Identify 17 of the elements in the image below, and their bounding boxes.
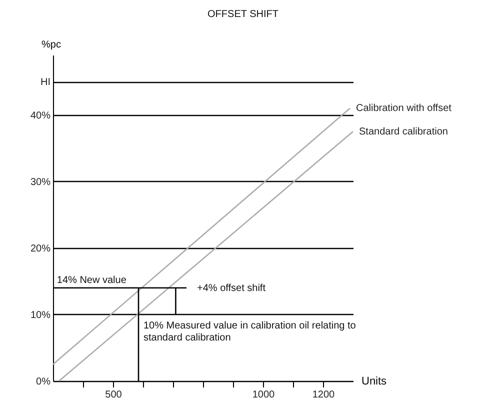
series-label: Standard calibration (359, 126, 448, 138)
y-tick-label: HI (40, 77, 50, 88)
chart-title: OFFSET SHIFT (208, 9, 278, 20)
y-tick-label: 20% (30, 243, 51, 254)
x-tick-label: 1000 (252, 390, 276, 400)
y-tick-label: 10% (30, 310, 51, 321)
x-tick-label: 1200 (312, 390, 336, 400)
annotation: 14% New value (56, 274, 127, 286)
y-tick-label: 40% (30, 110, 51, 122)
y-tick-label: 30% (30, 176, 51, 188)
x-axis-title: Units (362, 376, 388, 388)
x-tick-label: 500 (105, 390, 122, 400)
y-tick-label: 0% (36, 376, 51, 388)
annotation: 10% Measured value in calibration oil relating to standard calibration (144, 320, 356, 344)
annotation: +4% offset shift (197, 283, 266, 294)
y-axis-title: %pc (42, 40, 61, 50)
series-label: Calibration with offset (356, 103, 452, 114)
